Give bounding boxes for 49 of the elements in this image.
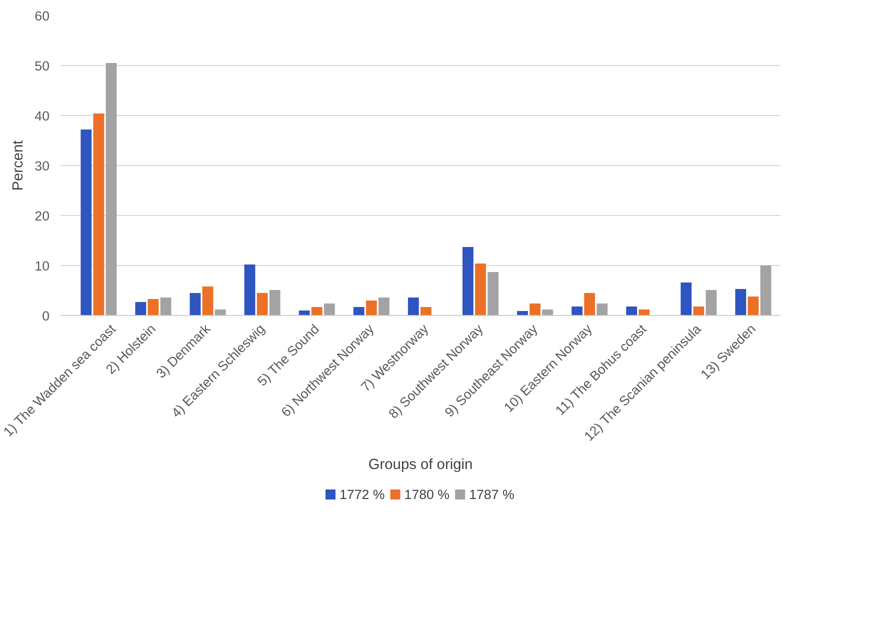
bar	[517, 311, 528, 316]
bar	[420, 307, 432, 316]
bar	[324, 304, 335, 316]
bar	[638, 310, 650, 316]
bar	[148, 299, 159, 316]
bar	[256, 293, 268, 316]
bar	[214, 310, 226, 316]
bar	[542, 310, 554, 316]
bar	[530, 304, 540, 316]
legend-label: 1772 %	[340, 487, 385, 502]
bar	[311, 307, 322, 316]
bar	[202, 286, 214, 316]
y-axis-title: Percent	[10, 140, 27, 191]
bar	[378, 298, 390, 316]
y-tick-label: 40	[34, 108, 50, 124]
bar	[706, 290, 717, 316]
bar	[269, 290, 280, 316]
bar	[693, 306, 704, 316]
bar	[298, 310, 310, 316]
bar	[626, 306, 638, 316]
bar	[353, 307, 364, 316]
y-tick-label: 20	[34, 208, 50, 224]
bar	[160, 298, 172, 316]
bar	[93, 114, 104, 316]
y-tick-label: 60	[34, 8, 50, 24]
bar	[475, 264, 486, 316]
legend-label: 1780 %	[404, 487, 450, 502]
bar	[366, 300, 377, 316]
bar	[80, 130, 92, 316]
bar	[760, 266, 772, 316]
bar	[244, 264, 256, 316]
bar	[135, 302, 146, 316]
bar	[572, 306, 582, 316]
legend-label: 1787 %	[469, 487, 514, 502]
bar	[488, 272, 498, 316]
bar	[462, 247, 474, 316]
bar	[735, 289, 746, 316]
bar	[190, 293, 201, 316]
y-tick-label: 0	[42, 308, 50, 324]
x-axis-title: Groups of origin	[368, 457, 473, 474]
y-tick-label: 50	[34, 58, 50, 74]
y-tick-label: 10	[34, 258, 50, 274]
bar	[584, 293, 596, 316]
bar	[408, 298, 419, 316]
bar	[106, 63, 117, 316]
bar	[680, 282, 692, 316]
bar	[596, 304, 608, 316]
bar	[748, 296, 759, 316]
y-tick-label: 30	[34, 158, 50, 174]
